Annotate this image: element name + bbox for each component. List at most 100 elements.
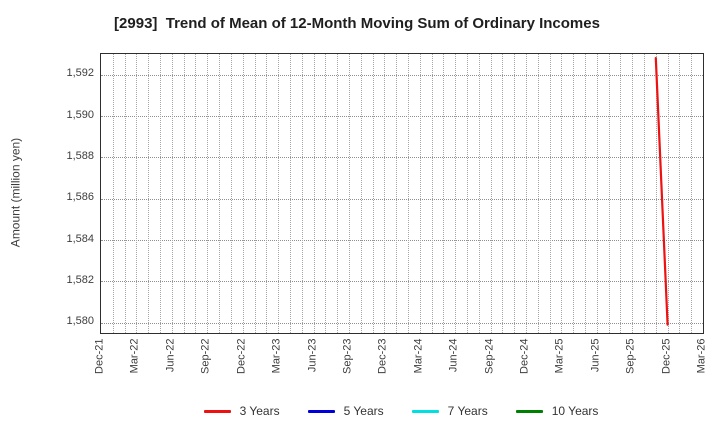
v-gridline-month-50 bbox=[691, 54, 693, 333]
v-gridline-month-21 bbox=[348, 54, 350, 333]
v-gridline-month-25 bbox=[396, 54, 398, 333]
plot-area bbox=[100, 53, 704, 334]
v-gridline-month-49 bbox=[679, 54, 681, 333]
legend-line-icon-10-years bbox=[515, 410, 543, 413]
x-tick-label-mar-24: Mar-24 bbox=[412, 338, 425, 373]
legend: 3 Years 5 Years 7 Years 10 Years bbox=[100, 403, 702, 420]
v-gridline-month-10 bbox=[219, 54, 220, 333]
x-tick-label-dec-23: Dec-23 bbox=[376, 338, 389, 374]
x-tick-label-mar-25: Mar-25 bbox=[553, 338, 566, 373]
y-tick-label-1580: 1,580 bbox=[66, 315, 94, 328]
v-gridline-month-42 bbox=[596, 54, 598, 333]
v-gridline-month-30 bbox=[455, 54, 457, 333]
v-gridline-month-6 bbox=[171, 54, 173, 333]
v-gridline-month-24 bbox=[384, 54, 386, 333]
v-gridline-month-34 bbox=[502, 54, 504, 333]
v-gridline-month-29 bbox=[443, 54, 445, 333]
x-tick-label-jun-25: Jun-25 bbox=[589, 338, 602, 372]
legend-item-3-years: 3 Years bbox=[203, 403, 280, 420]
legend-line-icon-7-years bbox=[411, 410, 439, 413]
legend-item-7-years: 7 Years bbox=[411, 403, 488, 420]
x-tick-label-jun-22: Jun-22 bbox=[164, 338, 177, 372]
x-tick-label-mar-23: Mar-23 bbox=[270, 338, 283, 373]
v-gridline-month-13 bbox=[254, 54, 256, 333]
x-tick-label-mar-26: Mar-26 bbox=[695, 338, 708, 373]
v-gridline-month-8 bbox=[195, 54, 197, 333]
h-gridline-1584 bbox=[101, 240, 703, 241]
y-tick-label-1586: 1,586 bbox=[66, 191, 94, 204]
v-gridline-month-14 bbox=[266, 54, 268, 333]
v-gridline-month-3 bbox=[136, 54, 138, 333]
v-gridline-month-20 bbox=[337, 54, 339, 333]
y-tick-label-1588: 1,588 bbox=[66, 149, 94, 162]
v-gridline-month-9 bbox=[207, 54, 209, 333]
v-gridline-month-12 bbox=[242, 54, 244, 333]
v-gridline-month-35 bbox=[514, 54, 516, 333]
v-gridline-month-5 bbox=[160, 54, 161, 333]
series-line-3-years bbox=[654, 56, 669, 326]
v-gridline-month-4 bbox=[148, 54, 150, 333]
v-gridline-month-7 bbox=[183, 54, 185, 333]
x-tick-label-sep-25: Sep-25 bbox=[624, 338, 637, 374]
v-gridline-month-18 bbox=[313, 54, 315, 333]
v-gridline-month-46 bbox=[644, 54, 645, 333]
legend-label-5-years: 5 Years bbox=[343, 404, 384, 418]
v-gridline-month-27 bbox=[419, 54, 421, 333]
v-gridline-month-41 bbox=[585, 54, 586, 333]
v-gridline-month-26 bbox=[407, 54, 409, 333]
x-tick-label-dec-22: Dec-22 bbox=[235, 338, 248, 374]
v-gridline-month-15 bbox=[278, 54, 280, 333]
legend-item-5-years: 5 Years bbox=[307, 403, 384, 420]
h-gridline-1582 bbox=[101, 281, 703, 283]
chart-title: [2993] Trend of Mean of 12-Month Moving … bbox=[114, 15, 600, 32]
x-tick-label-mar-22: Mar-22 bbox=[128, 338, 141, 373]
y-tick-label-1582: 1,582 bbox=[66, 273, 94, 286]
legend-item-10-years: 10 Years bbox=[515, 403, 599, 420]
v-gridline-month-39 bbox=[561, 54, 563, 333]
y-tick-label-1590: 1,590 bbox=[66, 108, 94, 121]
v-gridline-month-11 bbox=[230, 54, 232, 333]
v-gridline-month-28 bbox=[431, 54, 433, 333]
v-gridline-month-36 bbox=[525, 54, 527, 333]
v-gridline-month-38 bbox=[549, 54, 551, 333]
x-tick-label-jun-23: Jun-23 bbox=[306, 338, 318, 372]
v-gridline-month-44 bbox=[620, 54, 622, 333]
v-gridline-month-16 bbox=[289, 54, 291, 333]
x-tick-label-dec-24: Dec-24 bbox=[518, 338, 531, 374]
v-gridline-month-19 bbox=[325, 54, 327, 333]
v-gridline-month-32 bbox=[478, 54, 480, 333]
x-tick-label-sep-23: Sep-23 bbox=[341, 338, 354, 374]
v-gridline-month-40 bbox=[573, 54, 575, 333]
legend-label-3-years: 3 Years bbox=[239, 404, 280, 418]
v-gridline-month-43 bbox=[608, 54, 610, 333]
h-gridline-1586 bbox=[101, 198, 703, 200]
v-gridline-month-48 bbox=[667, 54, 669, 333]
v-gridline-month-17 bbox=[301, 54, 303, 333]
x-tick-label-jun-24: Jun-24 bbox=[447, 338, 460, 372]
v-gridline-month-1 bbox=[112, 54, 114, 333]
y-tick-label-1592: 1,592 bbox=[66, 67, 94, 80]
v-gridline-month-2 bbox=[124, 54, 126, 333]
x-tick-label-dec-21: Dec-21 bbox=[93, 338, 106, 374]
y-tick-label-1584: 1,584 bbox=[66, 232, 94, 245]
legend-label-7-years: 7 Years bbox=[447, 404, 488, 418]
series-lines bbox=[654, 56, 669, 326]
v-gridline-month-37 bbox=[537, 54, 539, 333]
v-gridline-month-31 bbox=[466, 54, 468, 333]
legend-label-10-years: 10 Years bbox=[551, 404, 599, 418]
h-gridline-1590 bbox=[101, 116, 703, 117]
h-gridline-1588 bbox=[101, 157, 703, 159]
h-gridline-1580 bbox=[101, 322, 703, 324]
v-gridline-month-23 bbox=[372, 54, 374, 333]
v-gridline-month-47 bbox=[655, 54, 657, 333]
x-tick-label-sep-22: Sep-22 bbox=[199, 338, 212, 374]
v-gridline-month-22 bbox=[360, 54, 362, 333]
legend-line-icon-5-years bbox=[307, 410, 335, 413]
legend-line-icon-3-years bbox=[203, 410, 231, 413]
x-tick-label-dec-25: Dec-25 bbox=[660, 338, 673, 374]
x-tick-label-sep-24: Sep-24 bbox=[483, 338, 495, 374]
v-gridline-month-45 bbox=[632, 54, 634, 333]
v-gridline-month-33 bbox=[490, 54, 492, 333]
h-gridline-1592 bbox=[101, 74, 703, 76]
